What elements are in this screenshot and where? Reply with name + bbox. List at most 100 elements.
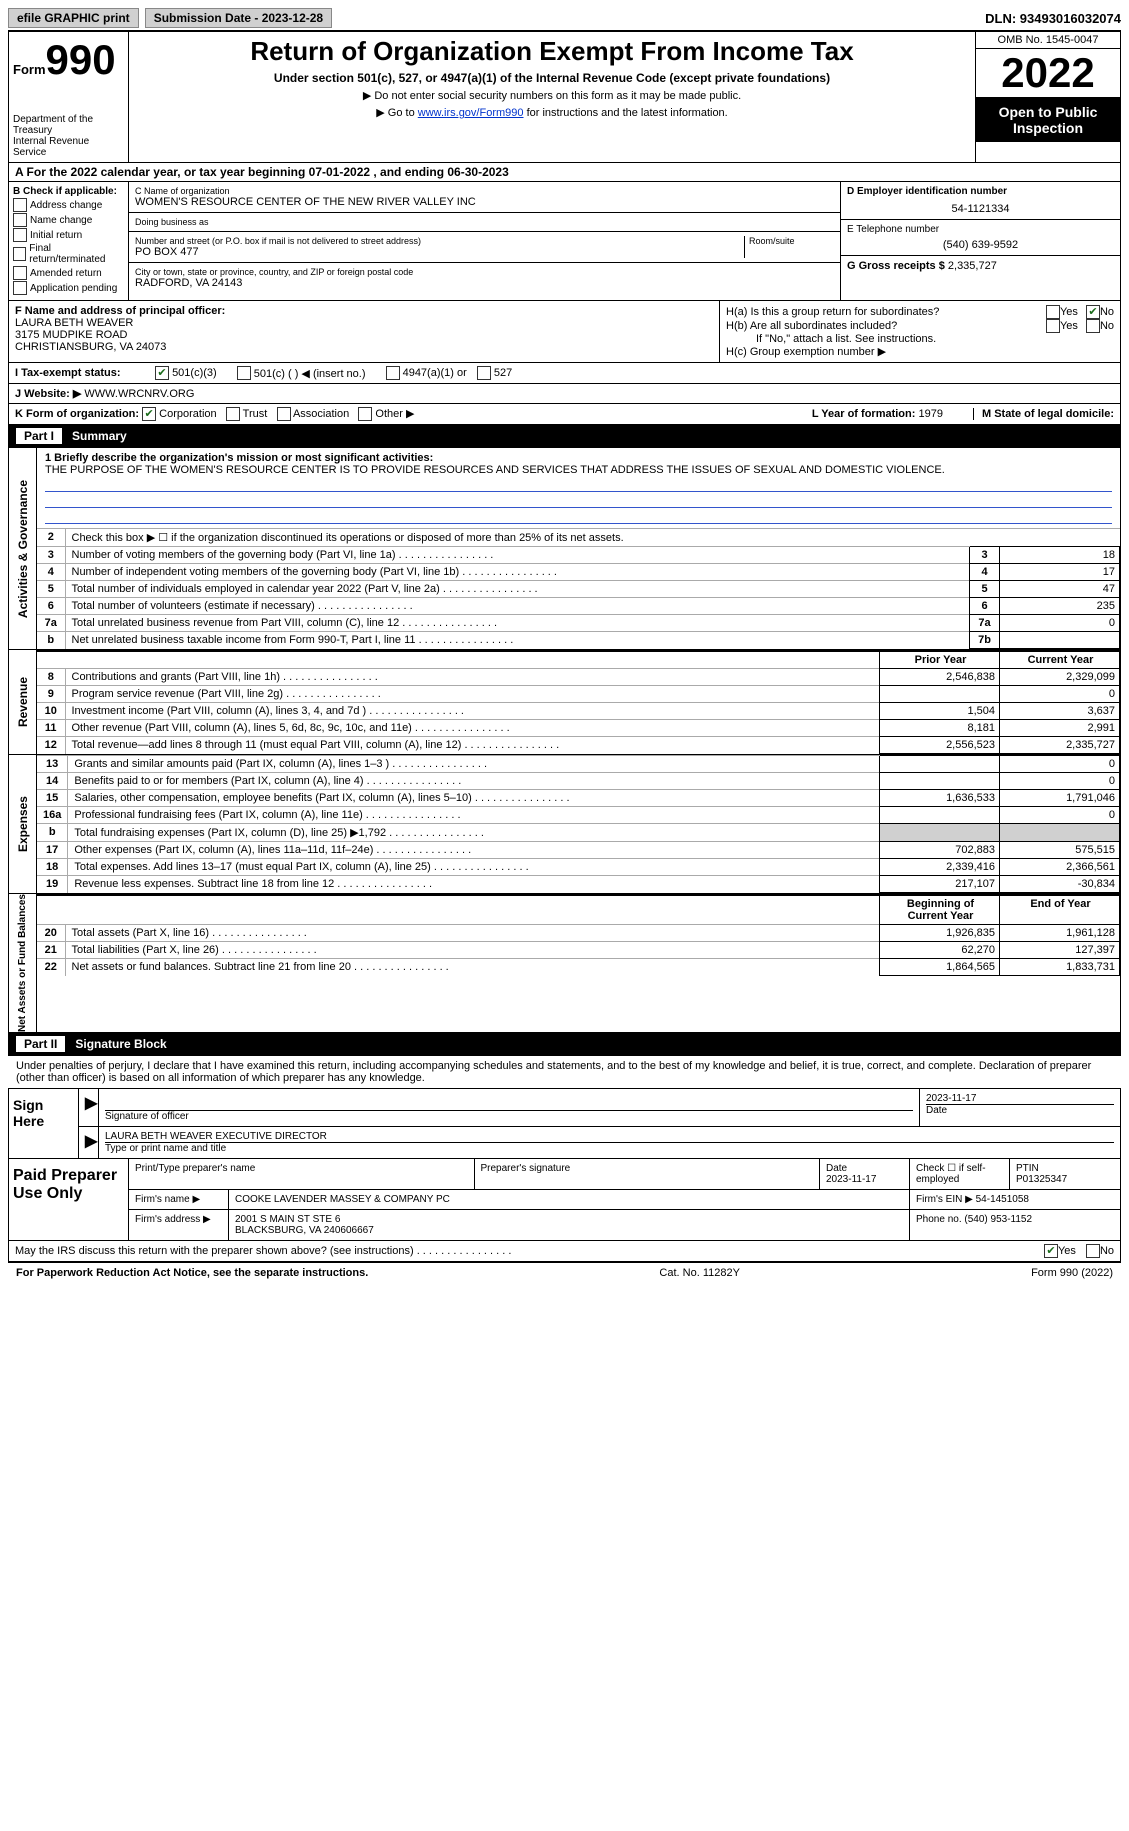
f-label: F Name and address of principal officer:	[15, 305, 713, 317]
firm-name-label: Firm's name ▶	[129, 1190, 229, 1209]
org-form-checkbox[interactable]	[142, 407, 156, 421]
activities-label: Activities & Governance	[16, 480, 30, 618]
summary-row: 9Program service revenue (Part VIII, lin…	[37, 686, 1120, 703]
org-form-checkbox[interactable]	[277, 407, 291, 421]
col-b: B Check if applicable: Address changeNam…	[9, 182, 129, 300]
prep-sig-label: Preparer's signature	[475, 1159, 821, 1189]
hc-label: H(c) Group exemption number ▶	[726, 345, 1114, 358]
begin-year-header: Beginning of Current Year	[880, 895, 1000, 925]
dba-label: Doing business as	[135, 217, 834, 227]
line2: Check this box ▶ ☐ if the organization d…	[65, 529, 1120, 547]
501c-checkbox[interactable]	[237, 366, 251, 380]
footer-left: For Paperwork Reduction Act Notice, see …	[16, 1267, 368, 1279]
prep-check-label: Check ☐ if self-employed	[910, 1159, 1010, 1189]
street: PO BOX 477	[135, 246, 744, 258]
checkbox-item[interactable]: Address change	[13, 198, 124, 212]
ptin-label: PTIN	[1016, 1163, 1039, 1174]
footer-right: Form 990 (2022)	[1031, 1267, 1113, 1279]
part1-header: Part I Summary	[8, 425, 1121, 447]
ha-no-checkbox[interactable]	[1086, 305, 1100, 319]
sig-officer-label: Signature of officer	[105, 1111, 913, 1122]
officer-name: LAURA BETH WEAVER	[15, 317, 713, 329]
preparer-block: Paid Preparer Use Only Print/Type prepar…	[8, 1159, 1121, 1241]
prep-print-label: Print/Type preparer's name	[129, 1159, 475, 1189]
discuss-yes-checkbox[interactable]	[1044, 1244, 1058, 1258]
open-public: Open to Public Inspection	[976, 98, 1120, 142]
footer: For Paperwork Reduction Act Notice, see …	[8, 1262, 1121, 1283]
top-bar: efile GRAPHIC print Submission Date - 20…	[8, 8, 1121, 31]
prep-date: 2023-11-17	[826, 1174, 876, 1185]
form-number: 990	[46, 36, 116, 83]
form-title: Return of Organization Exempt From Incom…	[133, 36, 971, 67]
omb-number: OMB No. 1545-0047	[976, 32, 1120, 49]
discuss-no-checkbox[interactable]	[1086, 1244, 1100, 1258]
sig-date: 2023-11-17	[926, 1093, 1114, 1105]
part2-num: Part II	[16, 1036, 65, 1052]
ha-label: H(a) Is this a group return for subordin…	[726, 306, 1046, 318]
org-form-checkbox[interactable]	[226, 407, 240, 421]
summary-row: 21Total liabilities (Part X, line 26)62,…	[37, 942, 1120, 959]
irs-link[interactable]: www.irs.gov/Form990	[418, 107, 524, 119]
firm-addr1: 2001 S MAIN ST STE 6	[235, 1214, 903, 1225]
sign-block: Sign Here ▶ Signature of officer 2023-11…	[8, 1088, 1121, 1159]
street-label: Number and street (or P.O. box if mail i…	[135, 236, 744, 246]
part2-header: Part II Signature Block	[8, 1033, 1121, 1055]
checkbox-item[interactable]: Amended return	[13, 266, 124, 280]
row-a: A For the 2022 calendar year, or tax yea…	[8, 163, 1121, 182]
efile-button[interactable]: efile GRAPHIC print	[8, 8, 139, 28]
checkbox-item[interactable]: Initial return	[13, 228, 124, 242]
summary-row: bTotal fundraising expenses (Part IX, co…	[37, 824, 1120, 842]
dln: DLN: 93493016032074	[985, 11, 1121, 26]
officer-addr1: 3175 MUDPIKE ROAD	[15, 329, 713, 341]
sig-date-label: Date	[926, 1105, 1114, 1116]
firm-phone: (540) 953-1152	[964, 1214, 1032, 1225]
officer-addr2: CHRISTIANSBURG, VA 24073	[15, 341, 713, 353]
ptin: P01325347	[1016, 1174, 1067, 1185]
4947-checkbox[interactable]	[386, 366, 400, 380]
arrow-icon: ▶	[85, 1095, 97, 1112]
year-formation: 1979	[918, 408, 942, 420]
form-header: Form990 Department of the Treasury Inter…	[8, 31, 1121, 163]
summary-row: 7aTotal unrelated business revenue from …	[37, 615, 1120, 632]
firm-ein: 54-1451058	[976, 1194, 1029, 1205]
summary-row: 18Total expenses. Add lines 13–17 (must …	[37, 859, 1120, 876]
checkbox-item[interactable]: Application pending	[13, 281, 124, 295]
discuss-row: May the IRS discuss this return with the…	[8, 1241, 1121, 1262]
summary-row: 3Number of voting members of the governi…	[37, 547, 1120, 564]
col-c: C Name of organization WOMEN'S RESOURCE …	[129, 182, 840, 300]
row-k: K Form of organization: Corporation Trus…	[8, 404, 1121, 425]
checkbox-item[interactable]: Name change	[13, 213, 124, 227]
revenue-label: Revenue	[16, 677, 30, 727]
discuss-text: May the IRS discuss this return with the…	[15, 1245, 1044, 1257]
col-b-title: B Check if applicable:	[13, 186, 124, 197]
checkbox-item[interactable]: Final return/terminated	[13, 243, 124, 265]
expenses-label: Expenses	[16, 796, 30, 852]
ein: 54-1121334	[847, 203, 1114, 215]
part1-num: Part I	[16, 428, 62, 444]
netassets-label: Net Assets or Fund Balances	[17, 894, 28, 1032]
summary-row: 16aProfessional fundraising fees (Part I…	[37, 807, 1120, 824]
current-year-header: Current Year	[1000, 651, 1120, 669]
tax-year: 2022	[976, 49, 1120, 98]
m-label: M State of legal domicile:	[982, 408, 1114, 420]
ha-yes-checkbox[interactable]	[1046, 305, 1060, 319]
section-f: F Name and address of principal officer:…	[9, 301, 720, 362]
hb-no-checkbox[interactable]	[1086, 319, 1100, 333]
section-h: H(a) Is this a group return for subordin…	[720, 301, 1120, 362]
hb-yes-checkbox[interactable]	[1046, 319, 1060, 333]
summary-row: 20Total assets (Part X, line 16)1,926,83…	[37, 925, 1120, 942]
form-label: Form	[13, 62, 46, 77]
receipts-label: G Gross receipts $	[847, 260, 945, 272]
501c3-checkbox[interactable]	[155, 366, 169, 380]
i-label: I Tax-exempt status:	[15, 367, 155, 379]
prior-year-header: Prior Year	[880, 651, 1000, 669]
summary-row: 15Salaries, other compensation, employee…	[37, 790, 1120, 807]
org-form-checkbox[interactable]	[358, 407, 372, 421]
firm-addr2: BLACKSBURG, VA 240606667	[235, 1225, 903, 1236]
527-checkbox[interactable]	[477, 366, 491, 380]
footer-mid: Cat. No. 11282Y	[659, 1267, 740, 1279]
revenue-section: Revenue Prior YearCurrent Year 8Contribu…	[8, 650, 1121, 755]
city-label: City or town, state or province, country…	[135, 267, 834, 277]
ein-label: D Employer identification number	[847, 186, 1114, 197]
sign-here-label: Sign Here	[9, 1089, 79, 1158]
